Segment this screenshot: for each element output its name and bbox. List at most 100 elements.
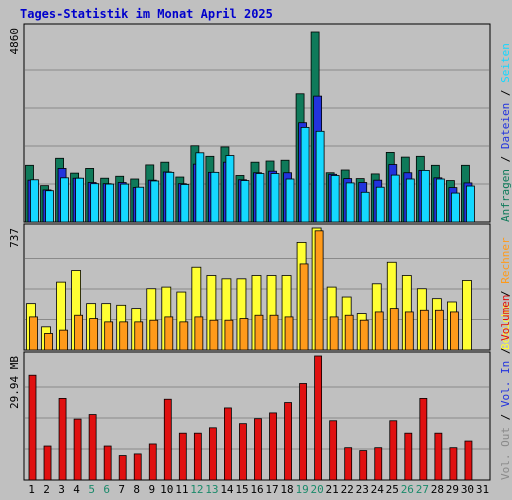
bar-kbytes-day-4 [73, 418, 82, 481]
bar-seiten-day-2 [45, 190, 54, 223]
series-seiten [30, 126, 475, 223]
bar-kbytes-day-8 [133, 453, 142, 481]
legend-entry: / [499, 284, 512, 304]
legend-group: Anfragen / Dateien / Seiten Besuche / Rec… [499, 43, 512, 480]
bar-kbytes-day-7 [118, 455, 127, 481]
x-tick-label: 4 [73, 483, 80, 496]
bar-rechner-day-12 [194, 316, 204, 351]
x-tick-label: 26 [401, 483, 414, 496]
bar-seiten-day-16 [255, 173, 265, 223]
legend-entry: Vol. Out [499, 427, 512, 480]
bar-rechner-day-6 [104, 321, 114, 351]
bar-seiten-day-17 [270, 173, 280, 223]
bar-seiten-day-25 [390, 174, 400, 223]
x-tick-label: 14 [220, 483, 234, 496]
bar-rechner-day-29 [449, 311, 459, 351]
bar-seiten-day-29 [450, 192, 460, 223]
x-axis-tick-labels: 1 2 3 4 5 6 7 8 9 10 11 12 13 14 15 16 17 18 19 20 21 22 23 24 2… [28, 483, 489, 496]
bar-rechner-day-2 [44, 333, 53, 351]
bar-kbytes-day-2 [43, 445, 52, 481]
bar-seiten-day-30 [466, 185, 475, 223]
x-tick-label: 27 [416, 483, 429, 496]
bar-kbytes-day-19 [299, 383, 307, 481]
legend-top: Anfragen / Dateien / Seiten [499, 43, 512, 222]
bar-rechner-day-13 [209, 319, 219, 351]
x-tick-label: 6 [103, 483, 110, 496]
x-tick-label: 28 [431, 483, 444, 496]
bar-kbytes-day-23 [359, 450, 368, 481]
bar-rechner-day-20 [314, 230, 324, 351]
bar-seiten-day-28 [435, 178, 445, 223]
bar-kbytes-day-21 [329, 420, 338, 481]
bar-rechner-day-15 [239, 318, 249, 351]
bar-rechner-day-11 [179, 321, 189, 351]
bar-seiten-day-1 [30, 179, 39, 223]
bar-rechner-day-8 [134, 321, 144, 351]
legend-entry: / [499, 407, 512, 427]
bar-rechner-day-4 [74, 314, 83, 351]
bar-seiten-day-27 [420, 169, 430, 223]
x-tick-label: 17 [265, 483, 278, 496]
bar-kbytes-day-30 [464, 440, 473, 481]
bar-seiten-day-23 [360, 191, 370, 223]
x-tick-label: 2 [43, 483, 50, 496]
bar-kbytes-day-28 [434, 432, 443, 481]
bar-seiten-day-9 [150, 180, 160, 223]
bar-kbytes-day-20 [314, 355, 323, 481]
bar-seiten-day-8 [135, 186, 145, 223]
bar-kbytes-day-14 [224, 407, 232, 481]
bar-seiten-day-21 [330, 175, 340, 223]
x-tick-label: 22 [341, 483, 354, 496]
bar-seiten-day-3 [60, 177, 69, 223]
chart-title: Tages-Statistik im Monat April 2025 [20, 7, 273, 21]
bar-rechner-day-5 [89, 318, 99, 351]
bar-rechner-day-27 [419, 309, 429, 351]
bar-seiten-day-19 [300, 126, 310, 223]
x-tick-label: 13 [205, 483, 218, 496]
legend-entry: / [499, 83, 512, 103]
x-tick-label: 24 [371, 483, 385, 496]
bar-kbytes-day-18 [284, 402, 292, 481]
legend-entry: Anfragen [499, 169, 512, 222]
chart-panels: 4860 737 29.94 MB [8, 23, 491, 481]
legend-entry: Besuche [499, 304, 512, 350]
bar-seiten-day-6 [105, 183, 115, 223]
x-tick-label: 1 [28, 483, 35, 496]
bar-seiten-day-11 [180, 184, 190, 223]
x-tick-label: 5 [88, 483, 95, 496]
x-tick-label: 15 [235, 483, 248, 496]
bar-seiten-day-22 [345, 182, 355, 223]
bar-seiten-day-7 [120, 183, 130, 223]
legend-entry: / [499, 149, 512, 169]
legend-entry: Seiten [499, 43, 512, 83]
x-tick-label: 10 [160, 483, 173, 496]
bar-seiten-day-24 [375, 186, 385, 223]
bar-rechner-day-14 [224, 319, 234, 351]
bar-kbytes-day-26 [404, 432, 413, 481]
panel-top: 4860 [8, 23, 491, 223]
bar-kbytes-day-24 [374, 447, 383, 481]
bar-rechner-day-18 [284, 316, 294, 351]
x-tick-label: 30 [461, 483, 474, 496]
bar-kbytes-day-6 [103, 445, 112, 481]
bar-rechner-day-7 [119, 321, 129, 351]
bar-rechner-day-28 [434, 309, 444, 351]
bar-seiten-day-20 [315, 130, 325, 223]
bar-rechner-day-24 [374, 311, 384, 351]
bar-rechner-day-10 [164, 316, 174, 351]
bar-rechner-day-22 [344, 314, 354, 351]
bar-seiten-day-4 [75, 177, 84, 223]
x-tick-label: 29 [446, 483, 459, 496]
bar-kbytes-day-17 [269, 412, 277, 481]
bar-rechner-day-19 [299, 263, 309, 351]
legend-bottom: Vol. Out / Vol. In / Volumen [499, 295, 512, 480]
bar-seiten-day-12 [195, 152, 205, 223]
x-tick-label: 12 [190, 483, 203, 496]
bar-kbytes-day-3 [58, 398, 67, 481]
x-tick-label: 8 [133, 483, 140, 496]
bar-kbytes-day-5 [88, 414, 97, 481]
bar-kbytes-day-1 [28, 374, 37, 481]
bar-kbytes-day-25 [389, 420, 398, 481]
